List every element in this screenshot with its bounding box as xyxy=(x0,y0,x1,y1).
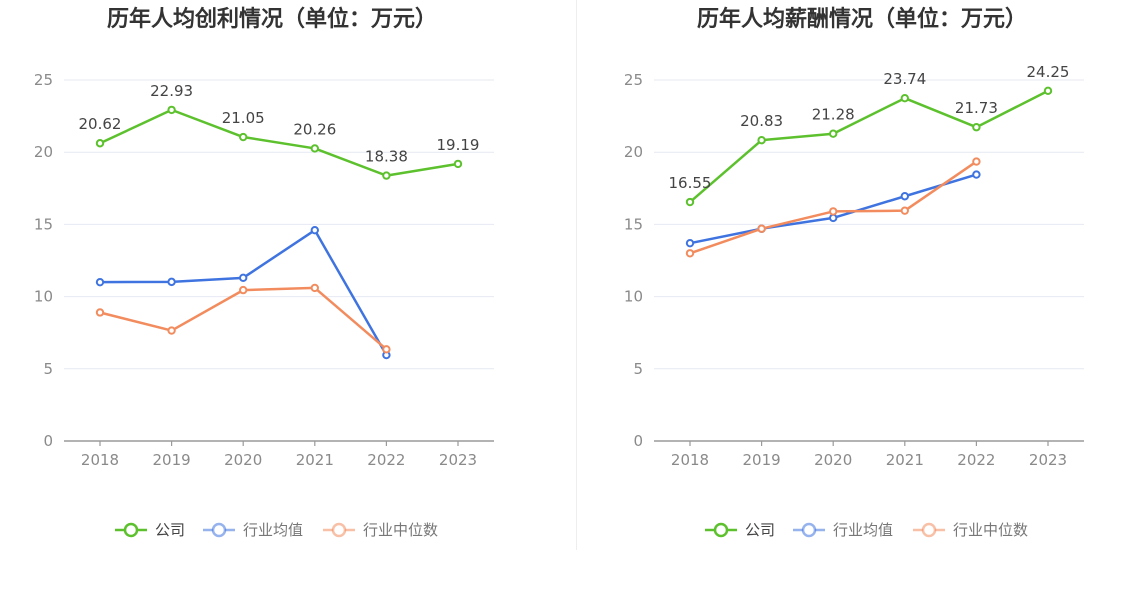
chart-divider xyxy=(576,0,577,550)
x-tick-label: 2022 xyxy=(367,451,405,469)
y-tick-label: 25 xyxy=(624,71,643,89)
legend-marker xyxy=(713,522,729,538)
x-tick-label: 2022 xyxy=(957,451,995,469)
data-point xyxy=(239,132,248,142)
data-label: 18.38 xyxy=(365,148,408,166)
data-label: 21.05 xyxy=(222,109,265,127)
legend-label: 行业中位数 xyxy=(363,521,438,539)
data-point xyxy=(95,308,105,317)
data-label: 20.83 xyxy=(740,112,783,130)
chart-title: 历年人均创利情况（单位：万元） xyxy=(107,6,437,32)
data-point xyxy=(685,238,695,248)
data-point xyxy=(900,93,909,103)
y-tick-label: 0 xyxy=(633,432,643,450)
legend-item: 公司 xyxy=(705,521,775,539)
y-tick-label: 10 xyxy=(34,288,53,306)
data-point xyxy=(829,129,838,138)
data-point xyxy=(310,144,319,153)
legend-marker xyxy=(123,522,139,538)
legend-marker xyxy=(211,522,227,538)
series-line-3 xyxy=(99,286,388,351)
y-tick-label: 10 xyxy=(624,288,643,306)
data-point xyxy=(1043,86,1053,96)
legend-label: 行业中位数 xyxy=(953,521,1028,539)
data-point xyxy=(382,171,391,180)
series-line-1 xyxy=(99,108,459,177)
data-point xyxy=(167,105,176,115)
y-tick-label: 5 xyxy=(43,360,53,378)
data-point xyxy=(757,224,766,233)
data-label: 22.93 xyxy=(150,82,193,100)
data-point xyxy=(239,285,248,295)
x-tick-label: 2019 xyxy=(743,451,781,469)
y-tick-label: 5 xyxy=(633,360,643,378)
data-point xyxy=(972,170,981,179)
legend-label: 公司 xyxy=(155,521,185,539)
legend-marker xyxy=(921,522,937,538)
data-point xyxy=(685,197,695,207)
x-tick-label: 2018 xyxy=(671,451,709,469)
legend-marker xyxy=(331,522,347,538)
x-tick-label: 2019 xyxy=(153,451,191,469)
data-label: 21.28 xyxy=(812,106,855,124)
x-tick-label: 2021 xyxy=(886,451,924,469)
data-label: 24.25 xyxy=(1027,63,1070,81)
data-label: 21.73 xyxy=(955,99,998,117)
data-point xyxy=(829,207,838,216)
x-tick-label: 2021 xyxy=(296,451,334,469)
data-point xyxy=(757,136,766,145)
legend-item: 公司 xyxy=(115,521,185,539)
data-point xyxy=(167,277,176,287)
legend-label: 公司 xyxy=(745,521,775,539)
data-point xyxy=(972,123,981,132)
data-point xyxy=(310,283,319,293)
data-point xyxy=(685,249,695,258)
data-point xyxy=(453,159,463,169)
y-tick-label: 20 xyxy=(624,143,643,161)
x-tick-label: 2023 xyxy=(439,451,477,469)
legend-item: 行业均值 xyxy=(203,521,303,539)
data-point xyxy=(167,326,176,335)
chart-title: 历年人均薪酬情况（单位：万元） xyxy=(697,6,1027,32)
y-tick-label: 15 xyxy=(34,215,53,233)
data-point xyxy=(310,225,319,235)
data-point xyxy=(972,157,981,166)
chart-2: 历年人均薪酬情况（单位：万元） 0 5 10 15 20 25 2018 2019 2020 202… xyxy=(624,6,1084,539)
legend-marker xyxy=(801,522,817,538)
x-tick-label: 2018 xyxy=(81,451,119,469)
y-tick-label: 15 xyxy=(624,215,643,233)
data-label: 20.62 xyxy=(79,115,122,133)
legend-label: 行业均值 xyxy=(833,521,893,539)
legend-item: 行业中位数 xyxy=(913,521,1028,539)
series-line-1 xyxy=(689,89,1049,203)
data-label: 19.19 xyxy=(437,136,480,154)
data-label: 20.26 xyxy=(293,120,336,138)
x-tick-label: 2023 xyxy=(1029,451,1067,469)
y-tick-label: 25 xyxy=(34,71,53,89)
data-label: 23.74 xyxy=(883,70,926,88)
data-point xyxy=(382,345,391,354)
data-point xyxy=(95,277,105,287)
y-tick-label: 20 xyxy=(34,143,53,161)
data-point xyxy=(95,139,105,148)
data-point xyxy=(900,206,909,215)
chart-1: 历年人均创利情况（单位：万元） 0 5 10 15 20 25 2018 2019 2020 202… xyxy=(34,6,494,539)
legend-label: 行业均值 xyxy=(243,521,303,539)
x-tick-label: 2020 xyxy=(814,451,852,469)
x-tick-label: 2020 xyxy=(224,451,262,469)
y-tick-label: 0 xyxy=(43,432,53,450)
data-point xyxy=(239,273,248,283)
data-point xyxy=(900,192,909,201)
legend-item: 行业均值 xyxy=(793,521,893,539)
data-label: 16.55 xyxy=(669,174,712,192)
data-point xyxy=(829,213,838,223)
legend-item: 行业中位数 xyxy=(323,521,438,539)
